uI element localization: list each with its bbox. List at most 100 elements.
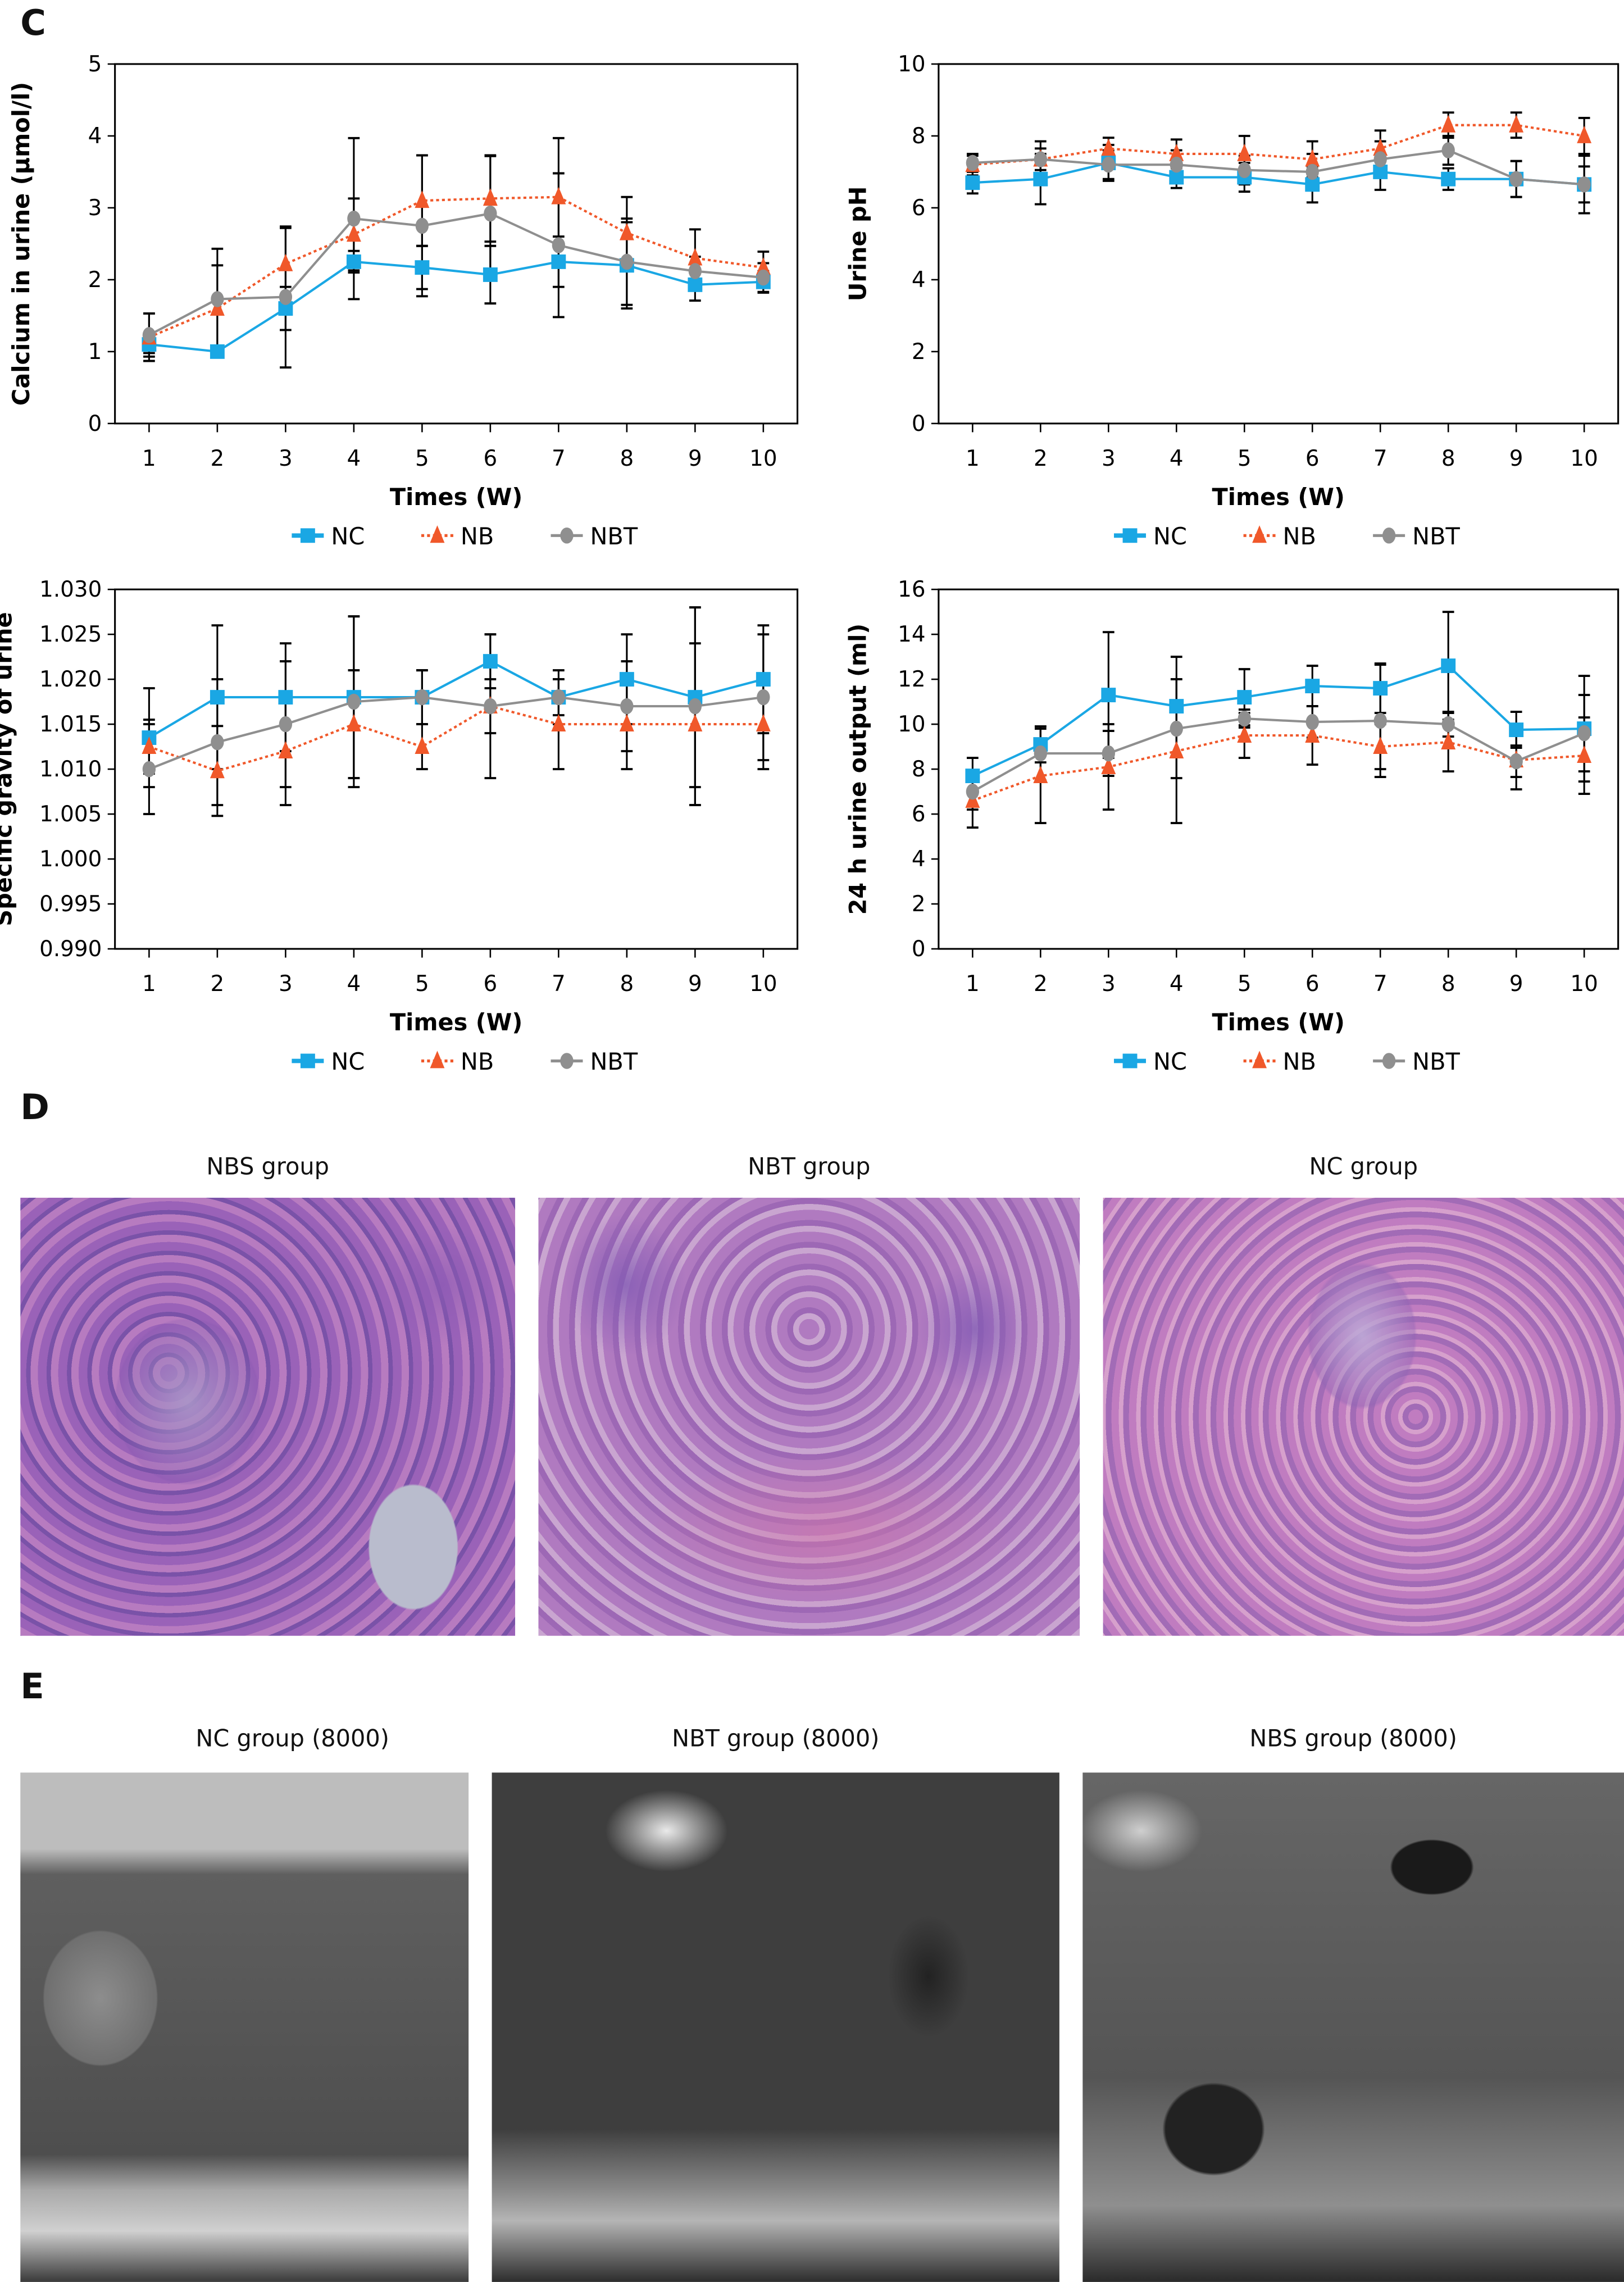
y-tick-label: 2 [912,339,926,365]
nbt-marker [1170,720,1183,737]
x-tick-label: 3 [1102,971,1116,997]
x-tick-label: 9 [688,971,702,997]
x-tick-label: 8 [620,446,634,471]
y-axis-label: Specific gravity of urine [0,612,17,926]
y-tick-label: 0.995 [39,892,102,917]
nb-marker [1237,725,1252,743]
x-tick-label: 1 [966,971,980,997]
nbt-marker [1034,745,1047,762]
nbt-marker [1373,151,1387,167]
nb-marker [1373,138,1388,156]
x-tick-label: 5 [415,446,429,471]
y-tick-label: 0 [912,411,926,437]
nc-marker [300,1053,315,1069]
nb-marker [688,248,703,266]
nc-marker [1169,699,1184,714]
nc-marker [415,260,430,275]
chart-1: 0 1 2 3 4 5 1 2 3 4 5 6 7 8 9 10 Times (W) Calcium in uri… [8,52,799,550]
series-line-nc [972,664,1585,777]
nb-marker [1101,138,1116,156]
nbt-marker [1382,1053,1396,1069]
x-tick-label: 6 [1305,971,1320,997]
nb-marker [1169,740,1184,759]
nbt-marker [688,698,702,715]
y-tick-label: 1.010 [39,757,102,782]
nbt-marker [757,689,770,706]
nb-marker [210,761,225,779]
em-title-nbt: NBT group (8000) [672,1724,880,1752]
y-tick-label: 5 [88,52,102,77]
nb-marker [1305,725,1320,743]
nbt-marker [1238,162,1251,178]
nbt-marker [1509,753,1523,770]
x-tick-label: 4 [347,446,361,471]
y-tick-label: 0 [88,411,102,437]
x-tick-label: 2 [211,446,225,471]
x-tick-label: 1 [142,446,156,471]
x-tick-label: 4 [347,971,361,997]
nbt-marker [560,1053,574,1069]
y-tick-label: 6 [912,802,926,827]
x-tick-label: 10 [1570,971,1598,997]
nc-marker [483,267,498,282]
x-axis-label: Times (W) [1212,1009,1345,1036]
nb-marker [551,187,566,204]
y-axis-label: Calcium in urine (µmol/l) [8,82,35,406]
x-tick-label: 3 [1102,446,1116,471]
y-tick-label: 16 [898,577,925,602]
series-line-nc [972,161,1585,186]
nc-marker [210,690,225,705]
nc-marker [965,175,980,190]
y-tick-label: 4 [912,847,926,872]
nc-marker [1101,688,1116,703]
y-tick-label: 1.020 [39,667,102,692]
histology-title-nbs: NBS group [206,1152,329,1180]
nb-marker [551,713,566,732]
series-line-nbt [148,696,764,771]
panel-label-d: D [20,1087,49,1128]
nbt-marker [1034,151,1047,167]
x-axis-label: Times (W) [390,1009,522,1036]
nbt-marker [347,210,361,227]
nb-marker [430,1051,445,1069]
x-tick-label: 2 [211,971,225,997]
nb-marker [756,257,771,275]
nb-marker [430,525,445,543]
y-tick-label: 4 [88,124,102,149]
nb-marker [483,188,498,206]
em-title-nc: NC group (8000) [195,1724,389,1752]
nc-marker [965,769,980,784]
nbt-marker [1305,713,1319,730]
nb-marker [1033,765,1048,784]
x-tick-label: 1 [966,446,980,471]
nb-marker [1237,143,1252,161]
x-tick-label: 6 [1305,446,1320,471]
x-tick-label: 7 [1373,971,1388,997]
nbt-marker [1382,528,1396,544]
nb-marker [1252,525,1267,543]
x-tick-label: 3 [279,971,293,997]
nbt-marker [966,783,980,800]
nbt-marker [1577,725,1591,742]
plot-frame [114,63,799,425]
histology-image-nbs [20,1197,516,1636]
x-axis-label: Times (W) [1212,484,1345,511]
nb-marker [415,190,430,208]
y-tick-label: 8 [912,757,926,782]
x-tick-label: 7 [552,971,566,997]
x-tick-label: 2 [1034,971,1048,997]
nb-marker [346,224,361,242]
nbt-marker [211,734,224,751]
series-line-nbt [972,717,1585,793]
nb-marker [1169,143,1184,161]
nc-marker [1373,681,1388,696]
nbt-marker [211,291,224,307]
nc-marker [1305,679,1320,694]
y-tick-label: 1.005 [39,802,102,827]
em-title-nbs: NBS group (8000) [1249,1724,1457,1752]
em-image-nc [20,1772,469,2282]
nc-marker [1509,722,1524,738]
nb-marker [278,253,293,271]
y-tick-label: 3 [88,196,102,221]
